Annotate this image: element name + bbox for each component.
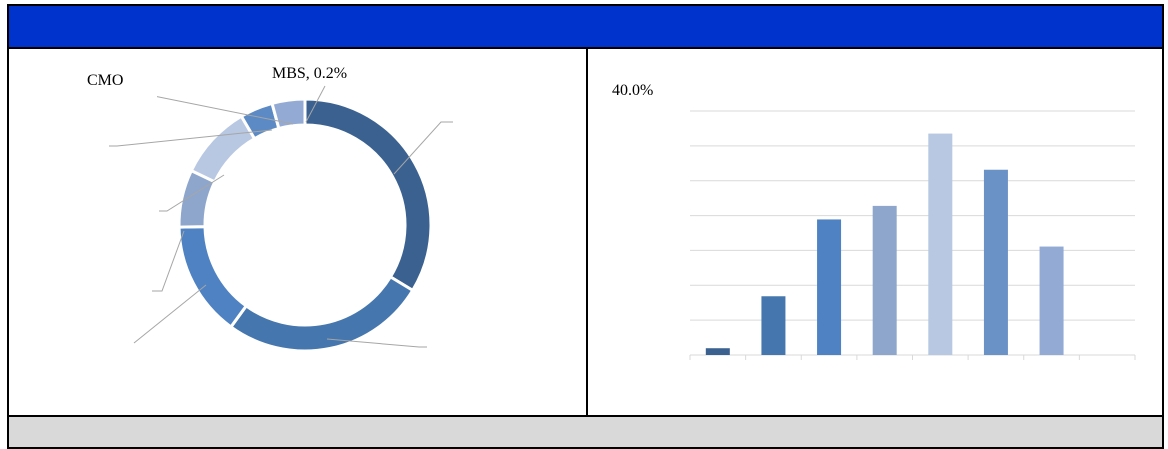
label-mask bbox=[610, 96, 680, 108]
bar bbox=[928, 133, 953, 355]
donut-leader-line bbox=[152, 230, 185, 292]
header-bar bbox=[9, 6, 1162, 49]
donut-slice bbox=[177, 225, 249, 330]
bar bbox=[705, 348, 730, 355]
donut-slice bbox=[270, 97, 307, 131]
donut-slice bbox=[189, 114, 257, 184]
donut-leader-line bbox=[393, 121, 453, 175]
report-frame: CMO MBS, 0.2% 40.0% bbox=[7, 4, 1164, 449]
bar-chart: 40.0% bbox=[610, 82, 1136, 360]
donut-label-mbs: MBS, 0.2% bbox=[272, 65, 347, 82]
bar bbox=[1039, 246, 1064, 355]
bar-chart-panel: 40.0% bbox=[590, 49, 1162, 415]
bar bbox=[817, 219, 842, 355]
donut-leader-line bbox=[305, 85, 326, 123]
donut-leader-line bbox=[109, 129, 273, 147]
footer-bar bbox=[9, 415, 1162, 447]
bar bbox=[872, 205, 897, 355]
bar bbox=[983, 169, 1008, 355]
donut-leader-line bbox=[133, 284, 207, 344]
donut-leader-line bbox=[159, 174, 225, 212]
donut-chart-panel: CMO MBS, 0.2% bbox=[9, 49, 588, 415]
donut-label-cmo: CMO bbox=[87, 72, 123, 89]
donut-leader-line bbox=[326, 338, 427, 348]
donut-slice bbox=[303, 97, 433, 293]
donut-chart: CMO MBS, 0.2% bbox=[87, 65, 453, 353]
y-axis-tick-label: 40.0% bbox=[612, 82, 653, 99]
donut-slice bbox=[228, 274, 415, 353]
bar bbox=[761, 296, 786, 355]
label-mask bbox=[87, 86, 157, 100]
